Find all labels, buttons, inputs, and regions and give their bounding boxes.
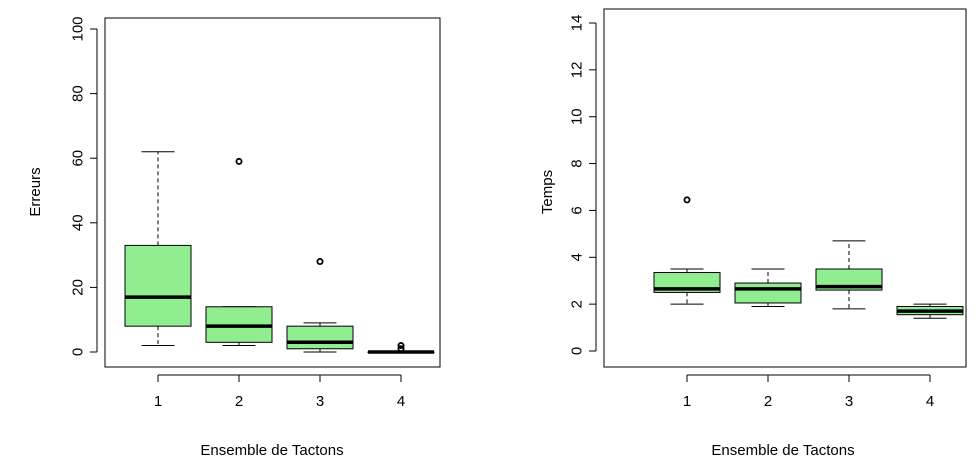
erreurs-boxes [124,151,435,354]
box [734,282,802,304]
y-tick-label: 20 [70,279,87,296]
outlier-point [235,157,243,165]
y-tick-label: 2 [569,300,586,308]
temps-y-axis-label: Temps [539,170,556,214]
y-tick-label: 0 [70,348,87,356]
y-tick-label: 100 [70,16,87,41]
x-tick-label: 3 [845,393,853,410]
outlier-point [683,196,691,204]
outlier-point [397,345,405,353]
temps-x-axis: 1 2 3 4 [683,374,934,410]
x-tick-label: 4 [397,393,405,410]
temps-x-axis-label: Ensemble de Tactons [711,442,854,459]
y-tick-label: 60 [70,150,87,167]
outlier-point [397,342,405,350]
box [286,325,354,350]
y-tick-label: 10 [569,108,586,125]
x-tick-label: 2 [235,393,243,410]
y-tick-label: 6 [569,206,586,214]
y-tick-label: 4 [569,253,586,261]
erreurs-x-axis: 1 2 3 4 [154,374,405,410]
y-tick-label: 8 [569,159,586,167]
y-tick-label: 0 [569,347,586,355]
erreurs-y-axis-label: Erreurs [27,167,44,216]
erreurs-y-axis: 0 20 40 60 80 100 [70,16,98,356]
temps-y-axis: 0 2 4 6 8 10 12 14 [569,15,597,355]
y-tick-label: 14 [569,15,586,32]
y-tick-label: 12 [569,62,586,79]
x-tick-label: 3 [316,393,324,410]
plot-frame [104,17,441,368]
erreurs-panel: 0 20 40 60 80 100 1 2 3 4 Erreurs Ensemble de Ta… [27,16,441,459]
plot-frame [603,8,967,368]
x-tick-label: 1 [154,393,162,410]
erreurs-x-axis-label: Ensemble de Tactons [200,442,343,459]
x-tick-label: 2 [764,393,772,410]
temps-boxes [653,196,964,319]
x-tick-label: 4 [926,393,934,410]
box [124,244,192,327]
x-tick-label: 1 [683,393,691,410]
y-tick-label: 80 [70,85,87,102]
y-tick-label: 40 [70,214,87,231]
outlier-point [316,258,324,266]
box [815,268,883,291]
